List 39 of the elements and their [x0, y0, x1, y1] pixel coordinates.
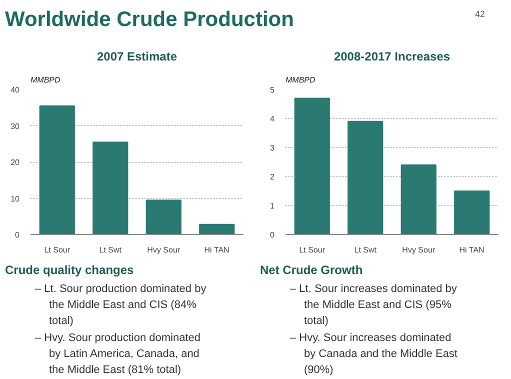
- y-tick-label: 0: [15, 230, 20, 240]
- bar: [146, 200, 182, 234]
- text: Crude quality changes: [5, 262, 135, 279]
- text: – Hvy. Sour increases dominated by Canada and the Middle East (90%): [290, 331, 458, 378]
- text: Net Crude Growth: [260, 262, 364, 279]
- text: – Lt. Sour production dominated by the Middle East and CIS (84% total): [35, 282, 208, 329]
- bar: [348, 120, 384, 234]
- y-tick-label: 2: [270, 172, 276, 182]
- x-tick-label: Hvy Sour: [147, 246, 180, 254]
- bar: [92, 142, 128, 234]
- y-tick-label: 3: [270, 144, 276, 152]
- text: 42: [475, 8, 486, 21]
- y-tick-label: 4: [270, 114, 276, 124]
- y-tick-label: 10: [10, 194, 20, 204]
- x-tick-label: Lt Swt: [99, 246, 122, 254]
- y-tick-label: 20: [10, 158, 20, 167]
- text: Worldwide Crude Production: [5, 7, 294, 33]
- bar: [454, 190, 490, 234]
- y-tick-label: 5: [270, 86, 276, 94]
- bar: [400, 164, 436, 234]
- x-tick-label: Lt Sour: [44, 246, 70, 254]
- y-axis-title: MMBPD: [30, 76, 60, 84]
- chart-title: 2008-2017 Increases: [334, 50, 450, 64]
- bar: [199, 224, 235, 234]
- bar: [39, 105, 75, 234]
- y-tick-label: 1: [270, 202, 276, 210]
- y-tick-label: 30: [10, 122, 20, 131]
- y-tick-label: 0: [270, 230, 276, 240]
- x-tick-label: Hvy Sour: [402, 246, 436, 254]
- y-tick-label: 40: [10, 86, 20, 94]
- x-tick-label: Hi TAN: [204, 246, 230, 254]
- x-tick-label: Hi TAN: [459, 246, 485, 254]
- text: – Lt. Sour increases dominated by the Middle East and CIS (95% total): [290, 282, 458, 329]
- text: – Hvy. Sour production dominated by Latin America, Canada, and the Middle East (81% total): [35, 331, 202, 378]
- x-tick-label: Lt Sour: [299, 246, 326, 254]
- x-tick-label: Lt Swt: [354, 246, 378, 254]
- chart-title: 2007 Estimate: [96, 50, 178, 64]
- bar: [294, 98, 330, 234]
- y-axis-title: MMBPD: [286, 76, 316, 84]
